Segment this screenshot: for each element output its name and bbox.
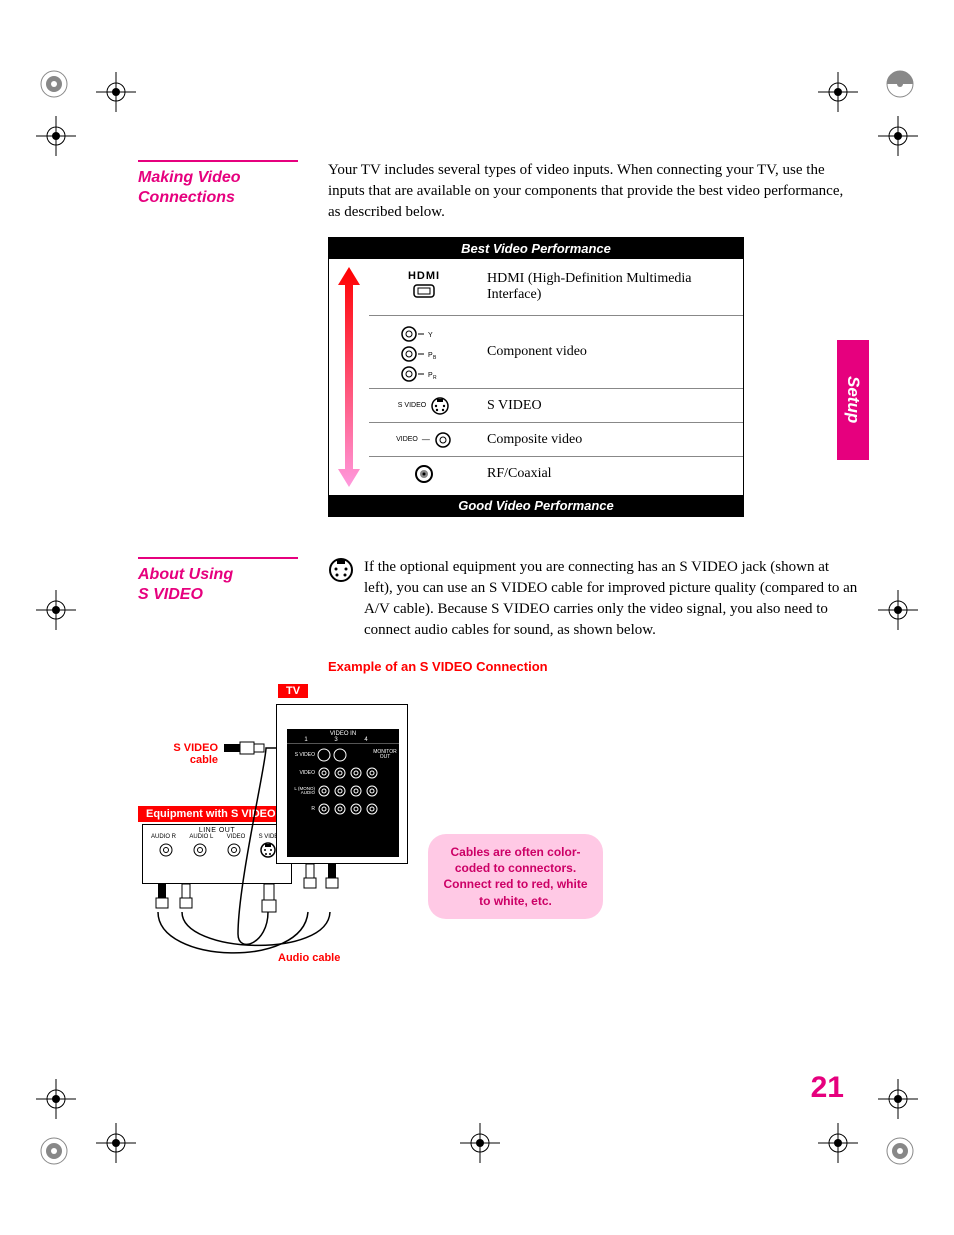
page-number: 21 (811, 1071, 844, 1105)
section-heading-svideo: About Using S VIDEO (138, 565, 298, 605)
tv-col: 3 (334, 737, 337, 743)
hdmi-icon: HDMI (369, 264, 479, 310)
register-mark-icon (460, 1123, 500, 1163)
crop-mark-icon (38, 1135, 70, 1167)
performance-table: Best Video Performance (328, 237, 744, 517)
register-mark-icon (818, 1123, 858, 1163)
section-heading-making-video: Making Video Connections (138, 168, 298, 208)
equip-plugs (148, 884, 298, 934)
svideo-icon: S VIDEO (369, 390, 479, 422)
tv-monitor-out: MONITOR OUT (373, 750, 397, 760)
equipment-label: Equipment with S VIDEO (138, 806, 284, 822)
gradient-arrow (329, 259, 369, 495)
tv-col: 4 (364, 737, 367, 743)
section-rule (138, 557, 298, 559)
section-rule (138, 160, 298, 162)
tv-label: TV (278, 684, 308, 698)
register-mark-icon (36, 116, 76, 156)
tv-videoin: VIDEO IN (287, 729, 399, 737)
crop-mark-icon (884, 1135, 916, 1167)
tv-audio: AUDIO (301, 790, 315, 795)
perf-row-label: S VIDEO (479, 392, 743, 420)
tv-col: 1 (304, 737, 307, 743)
tv-svideo-lbl: S VIDEO (289, 753, 315, 758)
tv-video-lbl: VIDEO (289, 771, 315, 776)
heading-line: S VIDEO (138, 586, 203, 603)
register-mark-icon (36, 590, 76, 630)
callout-bubble: Cables are often color-coded to connecto… (428, 834, 603, 919)
svideo-cable-label: S VIDEO cable (158, 742, 218, 766)
example-heading: Example of an S VIDEO Connection (328, 659, 858, 674)
tv-plugs (298, 864, 408, 914)
perf-row-label: Composite video (479, 426, 743, 454)
component-icon: Y PB PR (369, 316, 479, 388)
svg-text:R: R (433, 375, 437, 381)
heading-line: About Using (138, 566, 233, 583)
equipment-box: LINE OUT AUDIO R AUDIO L VIDEO S VIDEO (142, 824, 292, 884)
equip-audior: AUDIO R (151, 834, 176, 840)
equip-audiol: AUDIO L (189, 834, 213, 840)
perf-row-label: HDMI (High-Definition Multimedia Interfa… (479, 265, 743, 309)
svg-text:Y: Y (428, 332, 433, 339)
register-mark-icon (878, 116, 918, 156)
perf-row-label: RF/Coaxial (479, 460, 743, 488)
crop-mark-icon (884, 68, 916, 100)
section2-body: If the optional equipment you are connec… (364, 557, 858, 641)
connection-diagram: TV S VIDEO cable Equipment with S VIDEO … (138, 684, 818, 984)
audio-cable-label: Audio cable (278, 952, 340, 964)
register-mark-icon (878, 590, 918, 630)
cable-plug-icon (224, 740, 268, 756)
perf-table-header: Best Video Performance (329, 238, 743, 259)
equip-video: VIDEO (227, 834, 246, 840)
svg-text:B: B (433, 355, 437, 361)
tv-panel: VIDEO IN 1 3 4 S VIDEO MONITOR OUT (276, 704, 408, 864)
rf-icon (369, 458, 479, 490)
section1-body: Your TV includes several types of video … (328, 160, 858, 223)
register-mark-icon (878, 1079, 918, 1119)
register-mark-icon (818, 72, 858, 112)
composite-icon: VIDEO— (369, 425, 479, 455)
register-mark-icon (96, 1123, 136, 1163)
heading-line: Making Video (138, 169, 241, 186)
perf-table-footer: Good Video Performance (329, 495, 743, 516)
equip-lineout: LINE OUT (143, 827, 291, 834)
tv-r-lbl: R (289, 807, 315, 812)
heading-line: Connections (138, 189, 235, 206)
register-mark-icon (96, 72, 136, 112)
svideo-jack-icon (328, 557, 354, 588)
perf-row-label: Component video (479, 338, 743, 366)
register-mark-icon (36, 1079, 76, 1119)
crop-mark-icon (38, 68, 70, 100)
